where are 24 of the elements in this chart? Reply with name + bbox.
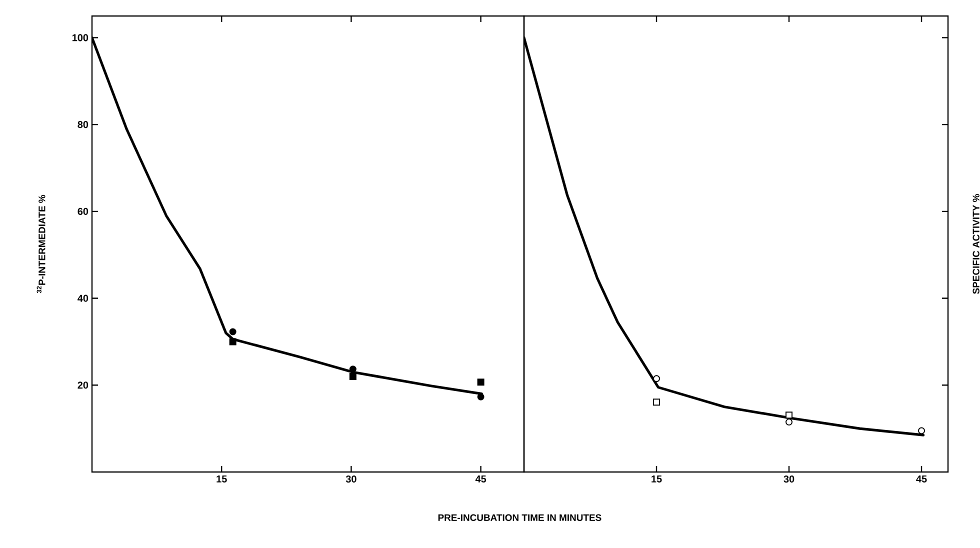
point	[786, 418, 793, 426]
x-tick-label: 15	[652, 476, 662, 482]
x-axis-title: PRE-INCUBATION TIME IN MINUTES	[438, 514, 602, 521]
y-tick-label: 20	[78, 382, 88, 389]
y-tick-label: 100	[72, 34, 88, 42]
y-tick-label: 60	[78, 208, 88, 215]
point	[229, 328, 236, 336]
x-tick-label: 15	[216, 476, 227, 482]
point	[653, 398, 660, 406]
x-tick-label: 45	[916, 476, 927, 482]
x-tick-label: 45	[475, 476, 486, 482]
point	[786, 412, 793, 419]
point	[653, 375, 660, 382]
y-tick-label: 80	[78, 121, 88, 128]
point	[349, 372, 356, 380]
y-axis-title: $^{32}$P-INTERMEDIATE %	[36, 194, 46, 294]
point	[477, 378, 484, 386]
point	[229, 338, 236, 346]
x-tick-label: 30	[784, 476, 794, 483]
y-tick-label: 40	[78, 294, 88, 302]
point	[918, 427, 926, 434]
x-tick-label: 30	[346, 476, 356, 483]
point	[477, 393, 484, 400]
y-axis-title: SPECIFIC ACTIVITY %	[972, 194, 980, 294]
